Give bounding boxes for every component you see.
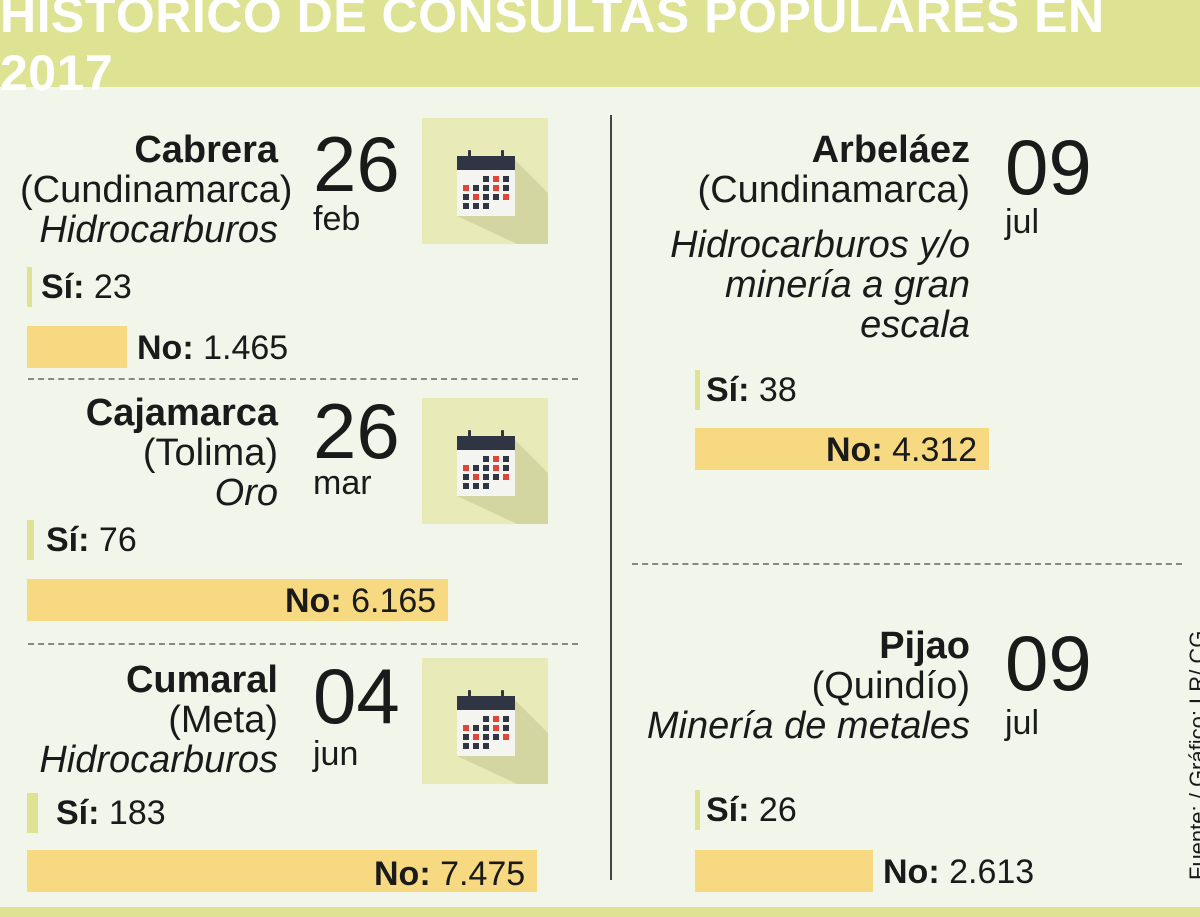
calendar-icon (422, 118, 548, 244)
column-divider (610, 115, 612, 880)
no-bar (695, 850, 873, 892)
department-name: (Quindío) (811, 665, 970, 707)
no-bar (27, 579, 448, 621)
no-label: No: 2.613 (883, 853, 1035, 891)
department-name: (Cundinamarca) (20, 169, 293, 211)
no-value: 4.312 (892, 431, 978, 469)
department-name: (Cundinamarca) (697, 169, 970, 211)
no-label: No: 7.475 (374, 855, 526, 893)
si-bar (27, 520, 34, 560)
consulta-topic: Minería de metales (646, 705, 970, 747)
no-value: 2.613 (949, 853, 1035, 891)
date-day: 09 (1005, 123, 1092, 211)
no-label: No: 6.165 (285, 582, 437, 620)
date-day: 04 (313, 652, 400, 740)
si-label: Sí: 76 (46, 521, 137, 559)
consulta-topic: Hidrocarburos y/o minería a gran escala (670, 224, 970, 346)
si-bar (695, 790, 700, 830)
municipality-name: Pijao (879, 625, 970, 667)
header-banner: HISTÓRICO DE CONSULTAS POPULARES EN 2017 (0, 0, 1200, 101)
si-label: Sí: 23 (41, 268, 132, 306)
consulta-topic: Hidrocarburos (39, 209, 278, 251)
page-title: HISTÓRICO DE CONSULTAS POPULARES EN 2017 (0, 0, 1105, 101)
si-label: Sí: 38 (706, 371, 797, 409)
no-label: No: 4.312 (826, 431, 978, 469)
si-bar (27, 267, 32, 307)
calendar-icon-graphic (457, 690, 548, 784)
si-value: 76 (98, 521, 137, 559)
no-value: 1.465 (203, 329, 289, 367)
date-month: jun (313, 735, 359, 773)
date-day: 26 (313, 120, 400, 208)
department-name: (Meta) (168, 699, 278, 741)
date-month: jul (1005, 704, 1040, 742)
department-name: (Tolima) (142, 432, 278, 474)
date-day: 09 (1005, 619, 1092, 707)
municipality-name: Arbeláez (811, 129, 970, 171)
source-credit: Fuente: / Gráfico: LR/ CG (1185, 630, 1200, 880)
si-value: 23 (93, 268, 132, 306)
municipality-name: Cajamarca (85, 392, 278, 434)
no-label: No: 1.465 (137, 329, 289, 367)
date-month: jul (1005, 203, 1040, 241)
date-month: mar (313, 464, 372, 502)
calendar-icon (422, 398, 548, 524)
si-value: 38 (758, 371, 797, 409)
consulta-topic: Hidrocarburos (39, 739, 278, 781)
no-value: 6.165 (351, 582, 437, 620)
si-value: 183 (108, 794, 166, 832)
calendar-icon-graphic (457, 150, 548, 244)
calendar-icon-graphic (457, 430, 548, 524)
no-value: 7.475 (440, 855, 526, 893)
date-day: 26 (313, 387, 400, 475)
si-value: 26 (758, 791, 797, 829)
entry-divider (28, 378, 578, 380)
municipality-name: Cumaral (125, 659, 278, 701)
no-bar (695, 428, 989, 470)
no-bar (27, 326, 127, 368)
si-label: Sí: 183 (56, 794, 166, 832)
si-bar (27, 793, 38, 833)
si-bar (695, 370, 700, 410)
footer-bar (0, 907, 1200, 917)
municipality-name: Cabrera (134, 129, 278, 171)
entry-divider (28, 643, 578, 645)
calendar-icon (422, 658, 548, 784)
consulta-topic: Oro (214, 472, 278, 514)
entry-divider (632, 563, 1182, 565)
si-label: Sí: 26 (706, 791, 797, 829)
date-month: feb (313, 200, 361, 238)
no-bar (27, 850, 537, 892)
